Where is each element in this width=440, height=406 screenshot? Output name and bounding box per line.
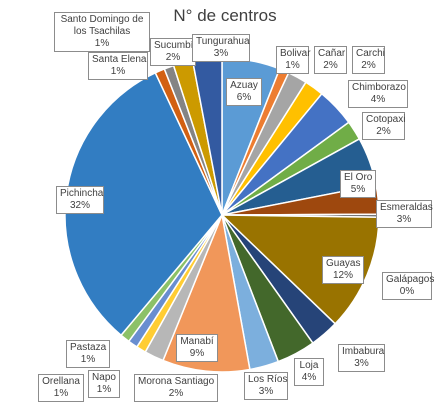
data-label-name: Esmeraldas: [380, 202, 433, 213]
chart-title: N° de centros: [173, 6, 277, 25]
data-label-loja: Loja 4%: [294, 358, 324, 386]
data-label-morona-santiago: Morona Santiago 2%: [134, 374, 218, 402]
data-label-value: 2%: [168, 388, 184, 399]
data-label-value: 3%: [258, 386, 274, 397]
data-label-carchi: Carchi 2%: [352, 46, 385, 74]
data-label-name: Cotopaxi: [366, 114, 406, 125]
data-label-name: Galápagos: [386, 274, 435, 285]
data-label-value: 2%: [376, 126, 391, 137]
data-label-name: Santa Elena: [92, 54, 147, 65]
data-label-name: Cañar: [318, 48, 346, 59]
data-label-manab-: Manabí 9%: [176, 334, 218, 362]
data-label-guayas: Guayas 12%: [322, 256, 364, 284]
data-label-tungurahua: Tungurahua 3%: [192, 34, 250, 62]
data-label-ca-ar: Cañar 2%: [314, 46, 347, 74]
data-label-gal-pagos: Galápagos 0%: [382, 272, 435, 300]
data-label-value: 12%: [332, 270, 353, 281]
data-label-cotopaxi: Cotopaxi 2%: [362, 112, 405, 140]
data-label-value: 3%: [354, 358, 369, 369]
data-label-name: Chimborazo: [352, 82, 406, 93]
data-label-name: Loja: [299, 360, 319, 371]
data-label-azuay: Azuay 6%: [226, 78, 262, 106]
data-label-value: 3%: [396, 214, 412, 225]
data-label-value: 1%: [53, 388, 69, 399]
pie-slice-manab-: [162, 212, 251, 373]
data-label-value: 6%: [236, 92, 252, 103]
data-label-el-oro: El Oro 5%: [340, 170, 376, 198]
data-label-imbabura: Imbabura 3%: [338, 344, 385, 372]
data-label-santo-domingo-de-los-tsachilas: Santo Domingo de los Tsachilas 1%: [54, 12, 150, 52]
data-label-name: Guayas: [326, 258, 361, 269]
data-label-value: 1%: [110, 66, 126, 77]
data-label-value: 2%: [361, 60, 376, 71]
data-label-value: 9%: [189, 348, 205, 359]
data-label-value: 0%: [399, 286, 415, 297]
data-label-napo: Napo 1%: [88, 370, 120, 398]
data-label-value: 1%: [94, 38, 110, 49]
data-label-value: 1%: [80, 354, 96, 365]
data-label-name: Sucumbí: [154, 40, 194, 51]
data-label-bolivar: Bolivar 1%: [276, 46, 311, 74]
data-label-name: Pichincha: [60, 188, 104, 199]
data-label-name: Carchi: [356, 48, 385, 59]
data-label-name: Tungurahua: [196, 36, 250, 47]
data-label-name: Azuay: [230, 80, 258, 91]
data-label-sucumb-: Sucumbí 2%: [150, 38, 196, 66]
data-label-name: Orellana: [42, 376, 80, 387]
data-label-value: 4%: [370, 94, 386, 105]
data-label-pichincha: Pichincha 32%: [56, 186, 104, 214]
data-label-santa-elena: Santa Elena 1%: [88, 52, 148, 80]
data-label-los-r-os: Los Ríos 3%: [244, 372, 288, 400]
data-label-esmeraldas: Esmeraldas 3%: [376, 200, 433, 228]
data-label-value: 4%: [301, 372, 317, 383]
data-label-name: Napo: [92, 372, 116, 383]
data-label-name: El Oro: [344, 172, 373, 183]
data-label-value: 1%: [285, 60, 300, 71]
data-label-pastaza: Pastaza 1%: [66, 340, 110, 368]
data-label-value: 3%: [213, 48, 229, 59]
data-label-chimborazo: Chimborazo 4%: [348, 80, 408, 108]
data-label-value: 32%: [69, 200, 90, 211]
data-label-name: Los Ríos: [248, 374, 288, 385]
data-label-name: Manabí: [180, 336, 214, 347]
data-label-value: 2%: [165, 52, 181, 63]
data-label-name: Morona Santiago: [138, 376, 215, 387]
data-label-name: Imbabura: [342, 346, 385, 357]
data-label-orellana: Orellana 1%: [38, 374, 84, 402]
data-label-name: Pastaza: [70, 342, 107, 353]
data-label-name: Bolivar: [280, 48, 311, 59]
data-label-value: 1%: [96, 384, 112, 395]
data-label-value: 5%: [350, 184, 366, 195]
data-label-value: 2%: [323, 60, 338, 71]
data-label-name: Santo Domingo de los Tsachilas: [60, 14, 144, 37]
